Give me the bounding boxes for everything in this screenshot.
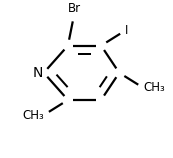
Text: Br: Br — [67, 3, 80, 15]
Text: N: N — [33, 66, 43, 80]
Text: CH₃: CH₃ — [143, 81, 165, 94]
Text: I: I — [125, 24, 129, 37]
Text: CH₃: CH₃ — [22, 109, 44, 122]
